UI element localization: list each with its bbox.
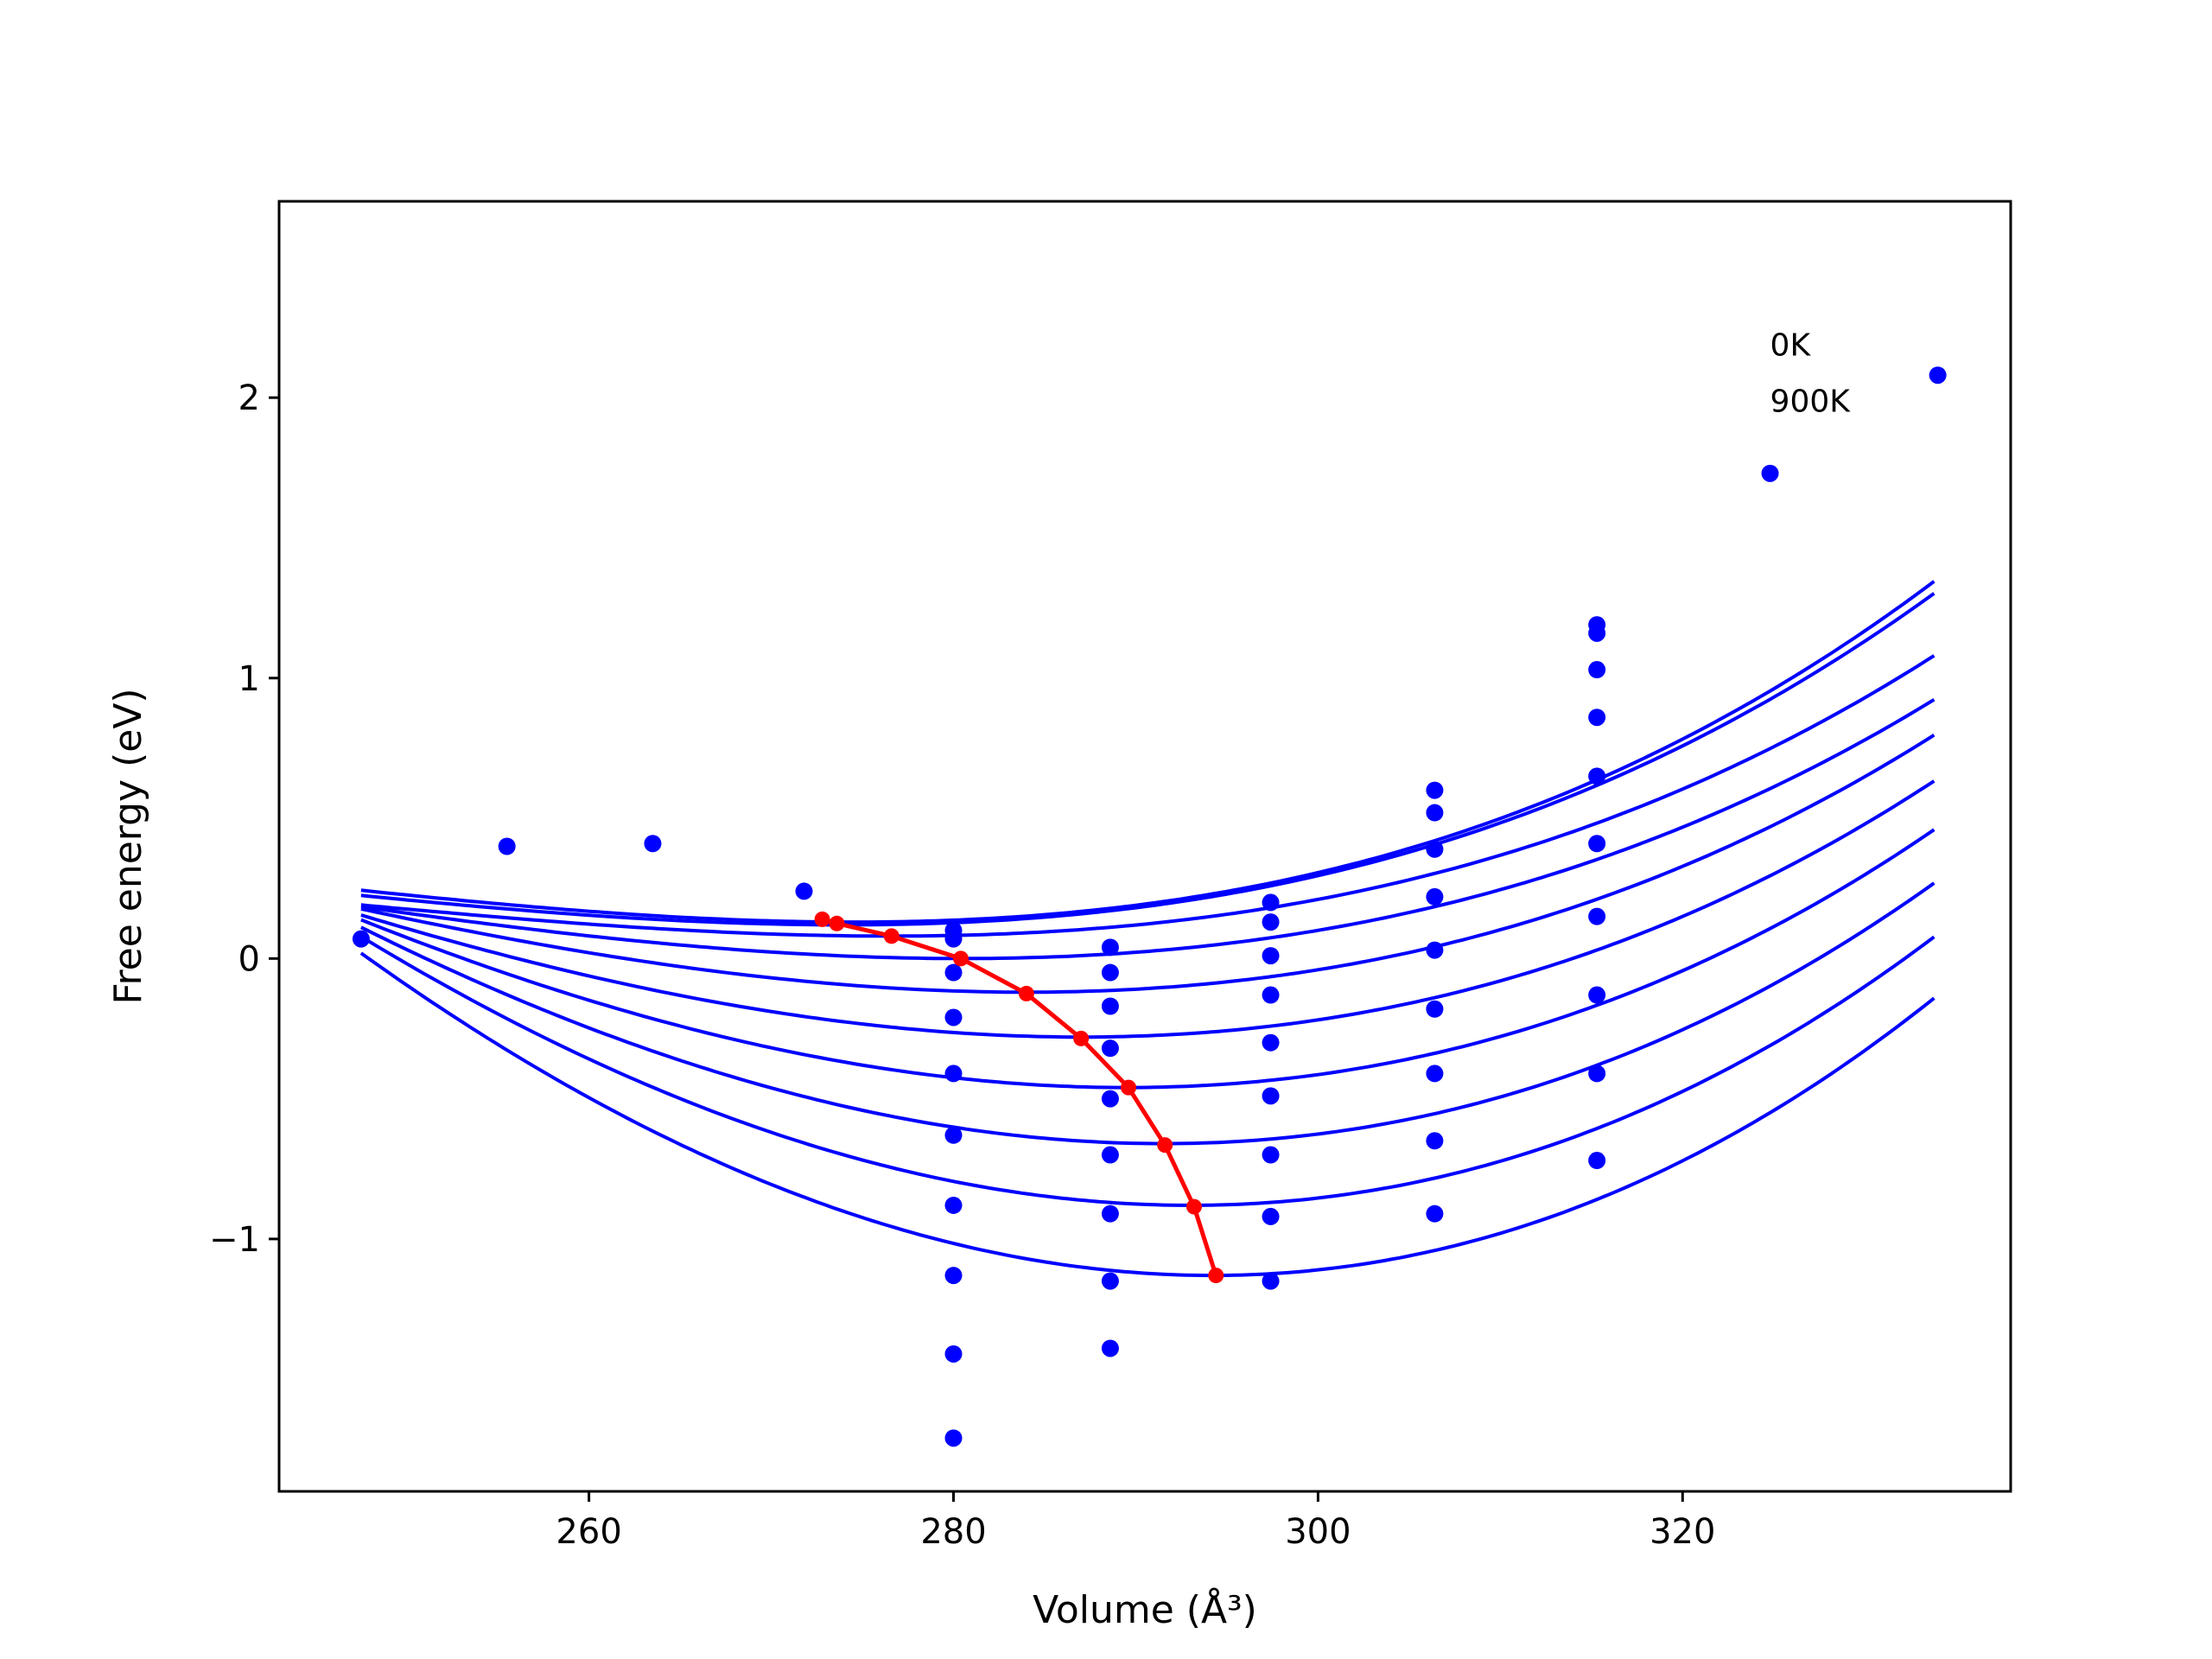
data-point: [498, 837, 516, 855]
minimum-point: [829, 915, 845, 931]
data-point: [944, 1126, 963, 1144]
data-point: [1101, 938, 1119, 957]
data-point: [1426, 1205, 1444, 1223]
data-point: [1262, 1272, 1280, 1290]
data-point: [944, 1008, 963, 1027]
fit-curve-500K: [360, 779, 1936, 1039]
data-point: [1101, 1090, 1119, 1108]
scatter-points: [352, 366, 1947, 1447]
fit-curve-900K: [359, 951, 1936, 1278]
minimum-point: [1157, 1137, 1173, 1154]
data-point: [1101, 1272, 1119, 1290]
data-point: [1426, 1065, 1444, 1083]
data-point: [1101, 1205, 1119, 1223]
y-tick-label: −1: [209, 1220, 260, 1260]
data-point: [1101, 1339, 1119, 1357]
data-point: [944, 930, 963, 948]
plot-frame: [277, 200, 2012, 1493]
data-point: [1426, 781, 1444, 799]
data-point: [1588, 835, 1606, 853]
data-point: [795, 882, 813, 900]
data-point: [1426, 887, 1444, 906]
y-tick-label: 1: [238, 659, 260, 699]
minimum-point: [883, 928, 899, 944]
data-point: [352, 930, 370, 948]
annotation-label: 900K: [1770, 384, 1852, 419]
data-point: [1262, 1207, 1280, 1225]
x-tick-label: 300: [1285, 1512, 1351, 1552]
y-tick-label: 2: [238, 378, 260, 418]
annotation-label: 0K: [1770, 328, 1812, 364]
data-point: [1262, 1033, 1280, 1052]
fit-curve-600K: [360, 828, 1936, 1090]
data-point: [1761, 464, 1779, 482]
data-point: [1262, 986, 1280, 1004]
x-tick-label: 260: [556, 1512, 621, 1552]
fit-curve-200K: [360, 654, 1936, 938]
minimum-point: [1121, 1079, 1137, 1096]
data-point: [944, 963, 963, 982]
data-point: [1262, 913, 1280, 931]
data-point: [1426, 1000, 1444, 1018]
fit-curve-100K: [360, 592, 1936, 927]
minimum-point: [1208, 1268, 1224, 1284]
data-point: [1588, 1152, 1606, 1170]
fit-curves: [359, 580, 1936, 1278]
x-axis-ticks: 260 280 300 320: [556, 1491, 1715, 1552]
data-point: [1262, 947, 1280, 965]
fit-curve-0K: [360, 580, 1936, 925]
data-point: [1588, 767, 1606, 785]
minima-path: [821, 917, 1218, 1276]
data-point: [1426, 840, 1444, 858]
data-point: [1426, 804, 1444, 822]
data-point: [1101, 1039, 1119, 1058]
fit-curve-800K: [359, 935, 1936, 1207]
x-tick-label: 320: [1649, 1512, 1715, 1552]
annotations: 0K 900K: [1770, 328, 1852, 420]
data-point: [944, 1429, 963, 1447]
minima-line: [814, 911, 1224, 1284]
data-point: [1101, 997, 1119, 1015]
y-axis-label: Free energy (eV): [106, 688, 150, 1004]
data-point: [1101, 963, 1119, 982]
data-point: [1588, 1065, 1606, 1083]
data-point: [944, 1267, 963, 1285]
fit-curve-300K: [360, 697, 1936, 961]
data-point: [1588, 624, 1606, 642]
data-point: [944, 1196, 963, 1214]
y-axis-ticks: −1 0 1 2: [209, 378, 279, 1260]
data-point: [1262, 1087, 1280, 1105]
data-point: [1588, 986, 1606, 1004]
data-point: [1929, 366, 1947, 385]
data-point: [944, 1344, 963, 1363]
data-point: [1262, 893, 1280, 912]
x-tick-label: 280: [920, 1512, 986, 1552]
y-tick-label: 0: [238, 939, 260, 979]
data-point: [644, 835, 662, 853]
data-point: [1588, 907, 1606, 925]
data-point: [1426, 1132, 1444, 1150]
data-point: [944, 1065, 963, 1083]
minimum-point: [952, 950, 969, 967]
fit-curve-400K: [360, 734, 1936, 995]
minimum-point: [1073, 1030, 1090, 1046]
data-point: [1588, 661, 1606, 679]
fit-curve-700K: [360, 881, 1936, 1146]
data-point: [1101, 1146, 1119, 1164]
minimum-point: [1018, 985, 1034, 1001]
x-axis-label: Volume (Å³): [1033, 1586, 1257, 1632]
minimum-point: [814, 911, 830, 927]
data-point: [1426, 941, 1444, 959]
data-point: [1588, 709, 1606, 727]
data-point: [1262, 1146, 1280, 1164]
minimum-point: [1185, 1198, 1202, 1215]
